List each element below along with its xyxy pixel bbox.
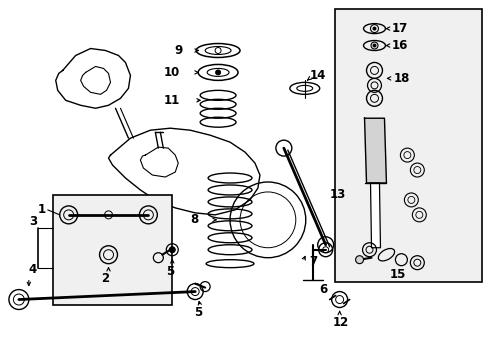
Polygon shape <box>370 183 380 248</box>
Text: 18: 18 <box>393 72 409 85</box>
Text: 7: 7 <box>309 255 317 268</box>
Circle shape <box>372 27 375 30</box>
Text: 17: 17 <box>390 22 407 35</box>
Bar <box>53 195 172 305</box>
Text: 13: 13 <box>329 188 345 202</box>
Circle shape <box>215 70 220 75</box>
Circle shape <box>169 247 175 253</box>
Text: 9: 9 <box>174 44 182 57</box>
Text: 15: 15 <box>388 268 405 281</box>
Circle shape <box>372 44 375 47</box>
Text: 3: 3 <box>29 215 37 228</box>
Polygon shape <box>364 118 386 183</box>
Text: 11: 11 <box>163 94 180 107</box>
Text: 10: 10 <box>163 66 180 79</box>
Text: 4: 4 <box>29 263 37 276</box>
Text: 12: 12 <box>332 316 348 329</box>
Text: 14: 14 <box>309 69 325 82</box>
Bar <box>334 9 481 282</box>
Text: 2: 2 <box>102 272 109 285</box>
Text: 8: 8 <box>189 213 198 226</box>
Text: 16: 16 <box>390 39 407 52</box>
Text: 1: 1 <box>38 203 46 216</box>
Text: 6: 6 <box>319 283 327 296</box>
Text: 5: 5 <box>194 306 202 319</box>
Text: 5: 5 <box>166 265 174 278</box>
Circle shape <box>355 256 363 264</box>
